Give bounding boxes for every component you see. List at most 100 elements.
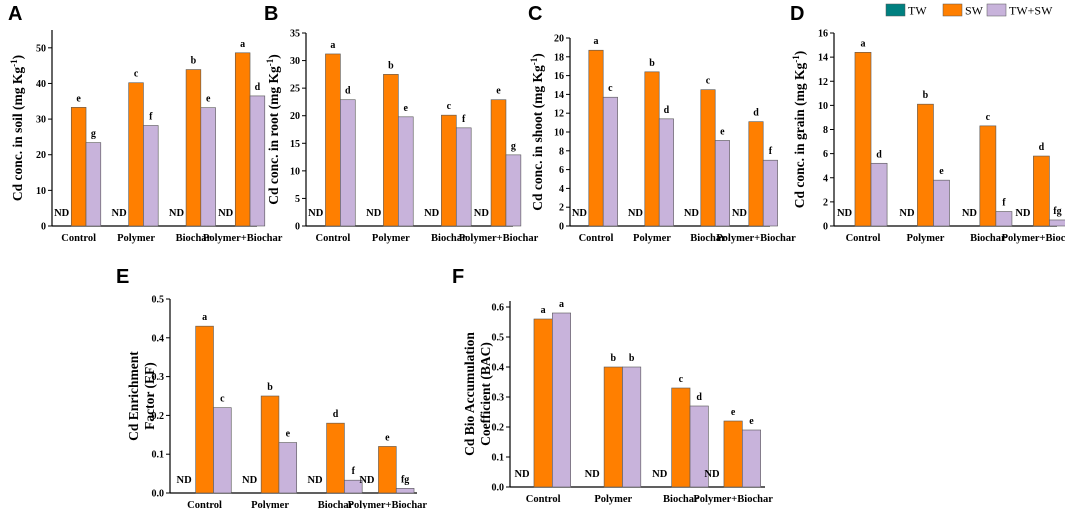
nd-label: ND	[111, 208, 127, 219]
bar-sw	[748, 121, 764, 227]
y-axis-label: Cd conc. in root (mg Kg-1)	[265, 54, 281, 205]
y-tick-label: 30	[290, 56, 300, 67]
bar-twsw	[505, 154, 522, 227]
nd-label: ND	[366, 208, 382, 219]
y-tick-label: 0.1	[492, 453, 505, 464]
bar-twsw	[622, 366, 642, 488]
bar-twsw	[995, 211, 1013, 227]
bar-sw	[1033, 155, 1050, 227]
category-label: Control	[579, 233, 614, 244]
bar-twsw	[344, 479, 363, 494]
bar-twsw	[395, 488, 415, 494]
significance-label: e	[76, 93, 81, 104]
y-tick-label: 0.2	[152, 411, 165, 422]
significance-label: f	[1002, 198, 1006, 209]
significance-label: e	[496, 86, 501, 97]
significance-label: b	[629, 353, 635, 364]
significance-label: a	[594, 36, 599, 47]
nd-label: ND	[684, 208, 700, 219]
significance-label: d	[753, 108, 759, 119]
panel-letter: D	[790, 3, 804, 25]
significance-label: a	[541, 305, 546, 316]
y-tick-label: 2	[823, 197, 828, 208]
significance-label: a	[330, 40, 335, 51]
significance-label: g	[91, 129, 96, 140]
nd-label: ND	[242, 475, 258, 486]
panel-letter: A	[8, 3, 22, 25]
nd-label: ND	[628, 208, 644, 219]
bar-sw	[378, 446, 397, 494]
significance-label: a	[202, 312, 207, 323]
y-tick-label: 4	[559, 184, 564, 195]
bar-sw	[979, 125, 997, 227]
bar-sw	[644, 71, 660, 227]
y-tick-label: 0.0	[152, 489, 165, 500]
bar-twsw	[200, 107, 216, 227]
category-label: Control	[61, 233, 96, 244]
legend-label: TW+SW	[1009, 4, 1053, 18]
legend-swatch	[942, 3, 963, 17]
nd-label: ND	[962, 208, 978, 219]
bar-twsw	[658, 118, 674, 227]
panel-f: F Cd Bio Accumulation Coefficient (BAC) 0.0…	[452, 266, 773, 505]
category-label: Polymer+Biochar	[203, 233, 283, 244]
bar-sw	[70, 107, 87, 227]
category-label: Polymer	[594, 494, 632, 505]
nd-label: ND	[424, 208, 440, 219]
y-tick-label: 25	[290, 84, 300, 95]
significance-label: e	[404, 103, 409, 114]
significance-label: e	[206, 94, 211, 105]
y-axis-label: Cd conc. in grain (mg Kg-1)	[791, 51, 807, 209]
y-tick-label: 6	[559, 165, 564, 176]
y-tick-label: 12	[554, 109, 564, 120]
bar-twsw	[213, 407, 232, 494]
y-tick-label: 20	[554, 34, 564, 45]
significance-label: g	[511, 141, 516, 152]
panel-b: B Cd conc. in root (mg Kg-1) 0 5 10 15 20 25 30 3…	[264, 3, 539, 244]
significance-label: c	[986, 112, 991, 123]
nd-label: ND	[54, 208, 70, 219]
significance-label: e	[749, 416, 754, 427]
category-label: Biochar	[663, 494, 699, 505]
bar-twsw	[552, 312, 571, 488]
category-label: Polymer	[633, 233, 671, 244]
significance-label: e	[385, 432, 390, 443]
significance-label: c	[134, 69, 139, 80]
bar-sw	[185, 69, 202, 227]
nd-label: ND	[218, 208, 234, 219]
bar-twsw	[398, 116, 414, 227]
significance-label: e	[939, 166, 944, 177]
bar-sw	[128, 82, 144, 227]
y-tick-label: 10	[290, 166, 300, 177]
y-tick-label: 0.4	[492, 363, 505, 374]
bar-twsw	[278, 442, 298, 494]
nd-label: ND	[572, 208, 588, 219]
category-label: Polymer+Biochar	[693, 494, 773, 505]
y-tick-label: 6	[823, 149, 828, 160]
bar-twsw	[1049, 219, 1065, 227]
y-tick-label: 14	[818, 53, 828, 64]
y-tick-label: 35	[290, 29, 300, 40]
y-tick-label: 4	[823, 173, 828, 184]
bar-twsw	[742, 429, 761, 488]
significance-label: a	[240, 39, 245, 50]
significance-label: c	[447, 101, 452, 112]
category-label: Polymer+Biochar	[716, 233, 796, 244]
significance-label: f	[769, 146, 773, 157]
y-tick-label: 10	[554, 128, 564, 139]
y-tick-label: 2	[559, 203, 564, 214]
y-tick-label: 16	[818, 29, 828, 40]
nd-label: ND	[652, 469, 668, 480]
nd-label: ND	[307, 475, 323, 486]
bar-twsw	[689, 405, 709, 488]
significance-label: b	[610, 353, 616, 364]
y-tick-label: 0.6	[492, 303, 505, 314]
y-tick-label: 0.4	[152, 333, 165, 344]
y-tick-label: 0.1	[152, 450, 165, 461]
bar-twsw	[249, 95, 266, 227]
y-tick-label: 0	[559, 222, 564, 233]
bar-sw	[671, 387, 691, 488]
panel-letter: B	[264, 3, 278, 25]
panel-letter: F	[452, 266, 464, 288]
bar-sw	[260, 395, 280, 494]
